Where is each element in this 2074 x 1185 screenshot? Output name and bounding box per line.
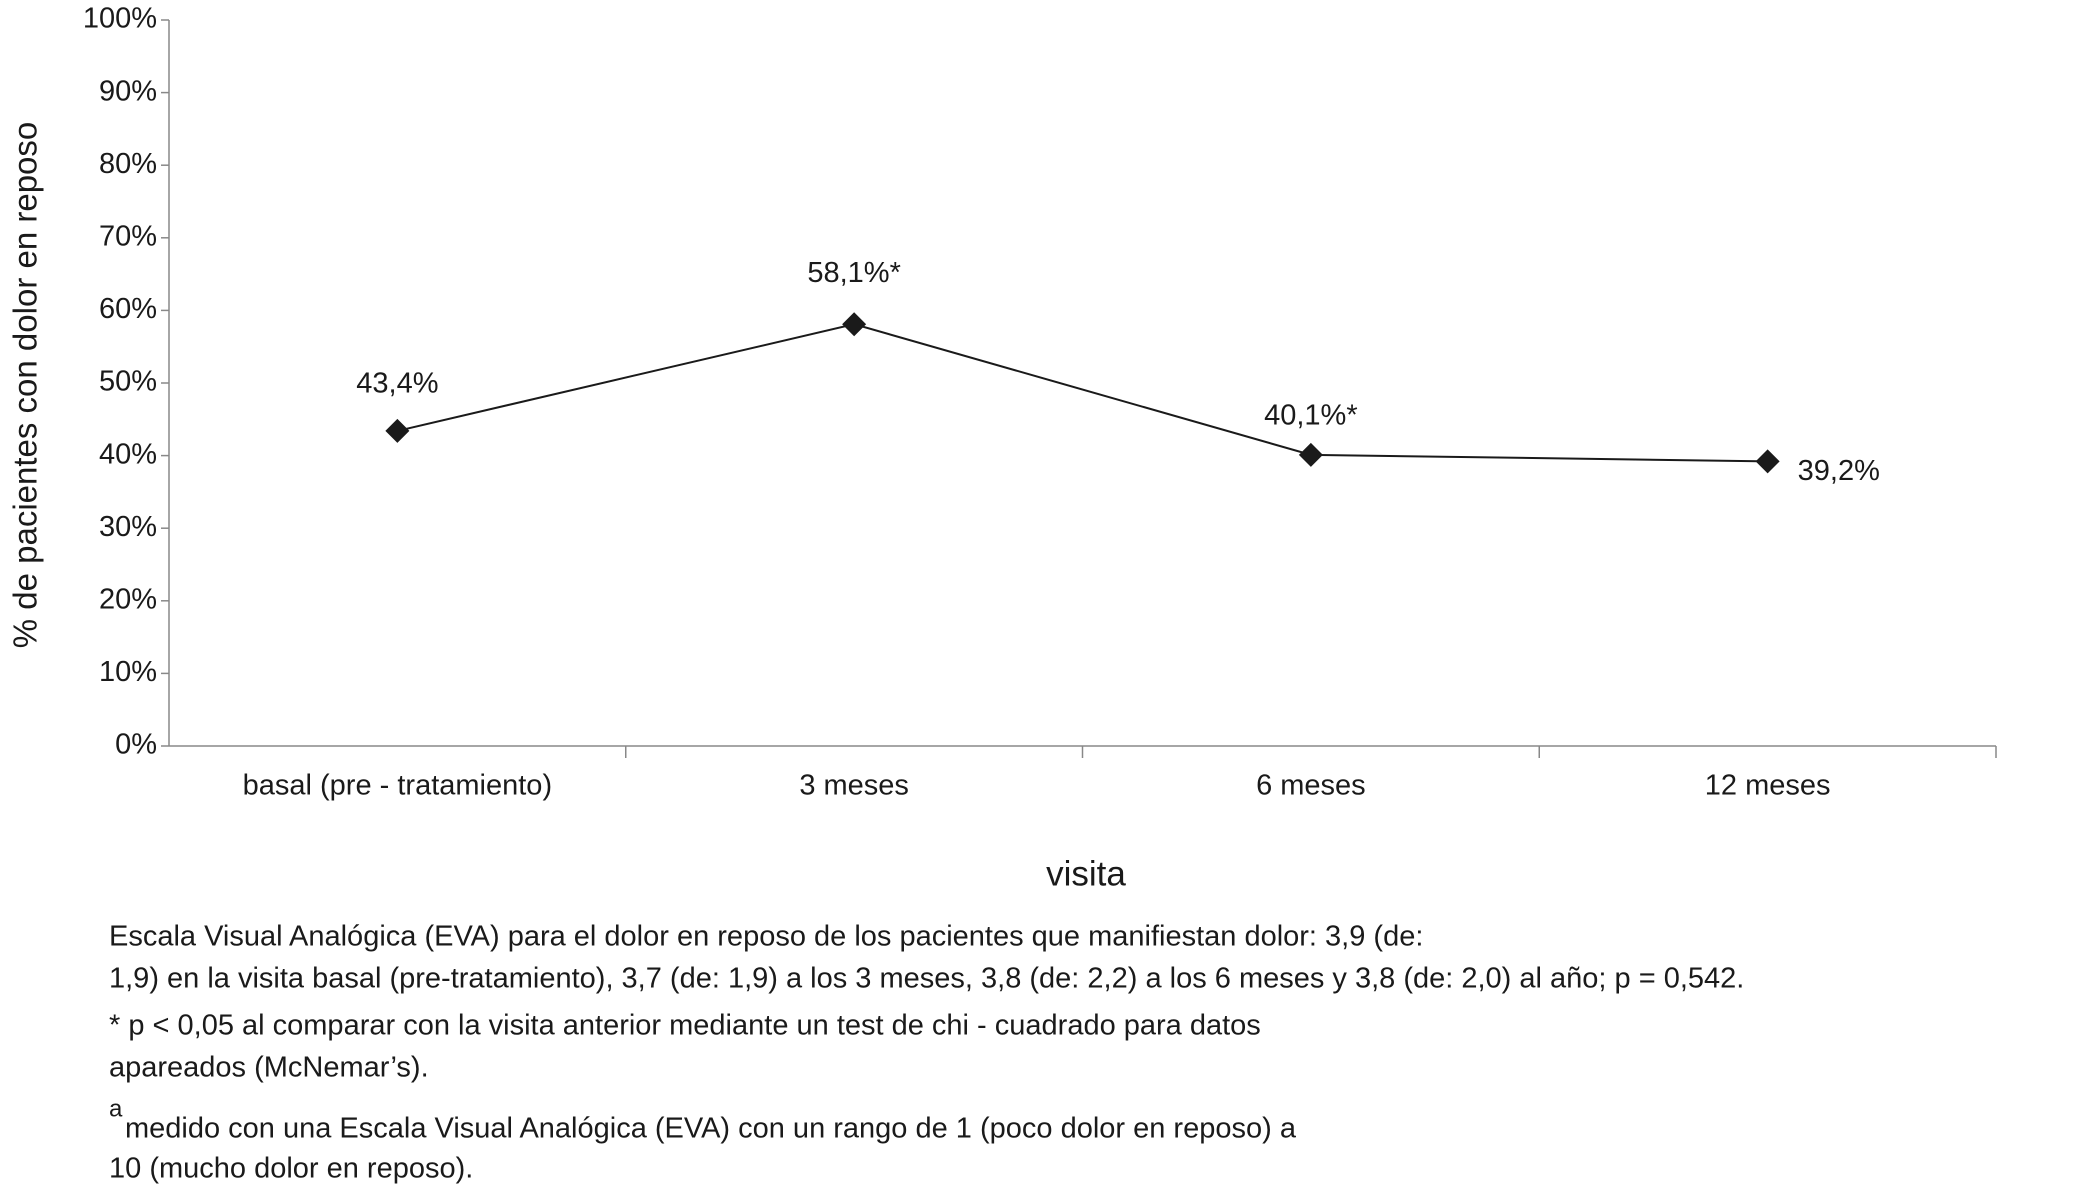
note: Escala Visual Analógica (EVA) para el do… (109, 921, 1423, 953)
y-axis-title: % de pacientes con dolor en reposo (7, 122, 44, 649)
data-label: 40,1%* (1264, 400, 1358, 432)
note: medido con una Escala Visual Analógica (… (125, 1113, 1297, 1145)
y-tick-label: 100% (83, 3, 157, 35)
y-tick-label: 50% (99, 366, 157, 398)
x-tick-label: basal (pre - tratamiento) (243, 770, 552, 802)
data-label: 58,1%* (807, 257, 901, 289)
y-tick-label: 70% (99, 220, 157, 252)
footnote-marker: a (109, 1095, 123, 1122)
y-tick-label: 20% (99, 583, 157, 615)
note: 1,9) en la visita basal (pre-tratamiento… (109, 963, 1744, 995)
y-tick-label: 30% (99, 511, 157, 543)
y-tick-label: 10% (99, 656, 157, 688)
y-tick-label: 0% (115, 729, 157, 761)
note: apareados (McNemar’s). (109, 1052, 429, 1084)
x-tick-label: 3 meses (799, 770, 909, 802)
x-tick-label: 12 meses (1705, 770, 1831, 802)
marker (1298, 442, 1323, 467)
data-label: 43,4% (356, 368, 438, 400)
data-label: 39,2% (1798, 455, 1880, 487)
marker (1755, 449, 1780, 474)
y-tick-label: 60% (99, 293, 157, 325)
line (397, 323, 1768, 463)
note: * p < 0,05 al comparar con la visita ant… (109, 1010, 1261, 1042)
y-tick-label: 40% (99, 438, 157, 470)
x-axis-title: visita (1046, 854, 1126, 893)
marker (842, 312, 867, 337)
marker (385, 418, 410, 443)
y-tick-label: 90% (99, 75, 157, 107)
x-tick-label: 6 meses (1256, 770, 1366, 802)
note: 10 (mucho dolor en reposo). (109, 1153, 473, 1185)
y-tick-label: 80% (99, 148, 157, 180)
